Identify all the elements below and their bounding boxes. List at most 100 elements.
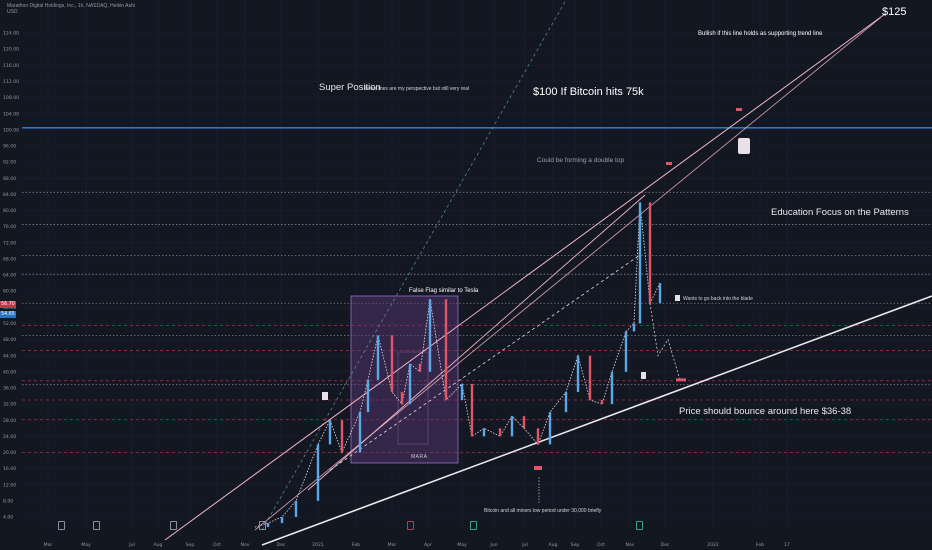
y-tick-label: 20.00: [3, 450, 16, 456]
candle-mark: [482, 428, 486, 437]
y-tick-label: 92.00: [3, 160, 16, 166]
candle-mark: [658, 283, 662, 304]
x-tick-label: Jul: [521, 542, 528, 548]
candle-mark: [648, 202, 652, 304]
candle-mark: [632, 323, 636, 332]
y-tick-label: 116.00: [3, 63, 19, 69]
candle-mark: [280, 517, 284, 524]
x-tick-label: 2022: [707, 542, 719, 548]
x-tick-label: May: [81, 542, 91, 548]
super-position-title: Super Position: [319, 82, 381, 93]
y-tick-label: 124.00: [3, 31, 19, 37]
bounce-note: Price should bounce around here $36-38: [679, 406, 852, 417]
target-marker: [736, 108, 742, 111]
y-tick-label: 60.00: [3, 289, 16, 295]
lock-icon[interactable]: [58, 521, 65, 530]
y-tick-label: 32.00: [3, 402, 16, 408]
y-tick-label: 44.00: [3, 353, 16, 359]
x-tick-label: Dec: [661, 542, 670, 548]
candle-mark: [328, 420, 332, 445]
target-125-label: $125: [882, 6, 907, 18]
pattern-box: [350, 295, 459, 464]
dashed-trend-line: [329, 254, 641, 471]
y-tick-label: 8.00: [3, 498, 13, 504]
cup-icon: [322, 392, 328, 400]
candle-mark: [428, 299, 432, 372]
candle-mark: [624, 331, 628, 372]
x-tick-label: Feb: [352, 542, 360, 548]
candle-mark: [444, 299, 448, 401]
lock-icon[interactable]: [407, 521, 414, 530]
mara-ticker-mark: MARA: [411, 454, 428, 460]
x-tick-label: Sep: [571, 542, 580, 548]
y-tick-label: 104.00: [3, 111, 19, 117]
false-flag-note: False Flag similar to Tesla: [409, 288, 479, 294]
lock-icon[interactable]: [170, 521, 177, 530]
y-tick-label: 96.00: [3, 144, 16, 150]
y-tick-label: 84.00: [3, 192, 16, 198]
x-tick-label: Apr: [424, 542, 432, 548]
candle-mark: [576, 355, 580, 392]
candle-mark: [340, 420, 344, 453]
cup-icon: [738, 138, 750, 154]
candle-mark: [266, 523, 270, 528]
y-tick-label: 100.00: [3, 127, 19, 133]
y-tick-label: 24.00: [3, 434, 16, 440]
price-badge-high: 56.70: [0, 301, 16, 308]
candle-mark: [510, 416, 514, 437]
target-100-label: $100 If Bitcoin hits 75k: [533, 86, 644, 98]
bounce-zone-marker: [676, 378, 686, 382]
y-tick-label: 52.00: [3, 321, 16, 327]
candle-mark: [366, 379, 370, 413]
price-zigzag-line: [254, 202, 661, 528]
y-tick-label: 64.00: [3, 273, 16, 279]
y-tick-label: 36.00: [3, 386, 16, 392]
cup-icon: [641, 372, 646, 379]
education-note: Education Focus on the Patterns: [771, 207, 909, 218]
y-tick-label: 4.00: [3, 515, 13, 521]
candle-mark: [536, 428, 540, 445]
x-tick-label: Mar: [388, 542, 397, 548]
y-tick-label: 28.00: [3, 418, 16, 424]
support-trend-line: [261, 295, 932, 546]
x-tick-label: Mar: [44, 542, 53, 548]
x-tick-label: 17: [784, 542, 790, 548]
lock-icon[interactable]: [259, 521, 266, 530]
candle-mark: [564, 391, 568, 413]
super-position-note: these lines are my perspective but still…: [364, 86, 470, 92]
y-tick-label: 68.00: [3, 256, 16, 262]
x-tick-label: May: [457, 542, 467, 548]
candle-mark: [498, 428, 502, 437]
y-tick-label: 108.00: [3, 95, 19, 101]
y-tick-label: 48.00: [3, 337, 16, 343]
candle-mark: [600, 400, 604, 405]
candle-mark: [470, 383, 474, 437]
y-tick-label: 88.00: [3, 176, 16, 182]
x-tick-label: Aug: [549, 542, 558, 548]
mid-channel-line: [307, 194, 646, 491]
cup-icon: [675, 295, 680, 301]
x-tick-label: Dec: [277, 542, 286, 548]
candle-mark: [390, 335, 394, 392]
candle-mark: [638, 202, 642, 324]
y-tick-label: 40.00: [3, 369, 16, 375]
y-tick-label: 112.00: [3, 79, 19, 85]
lock-icon[interactable]: [636, 521, 643, 530]
y-tick-label: 120.00: [3, 47, 19, 53]
candle-mark: [358, 412, 362, 453]
low-marker: [534, 466, 542, 470]
x-tick-label: Sep: [186, 542, 195, 548]
upper-channel-line: [164, 13, 886, 541]
candle-mark: [610, 371, 614, 405]
x-tick-label: Jul: [128, 542, 135, 548]
x-tick-label: Feb: [756, 542, 764, 548]
btc-low-note: Bitcoin and all miners low period under …: [484, 508, 602, 514]
candle-mark: [400, 391, 404, 405]
x-tick-label: Nov: [626, 542, 635, 548]
x-tick-label: Nov: [241, 542, 250, 548]
y-tick-label: 16.00: [3, 466, 16, 472]
lock-icon[interactable]: [93, 521, 100, 530]
lock-icon[interactable]: [470, 521, 477, 530]
